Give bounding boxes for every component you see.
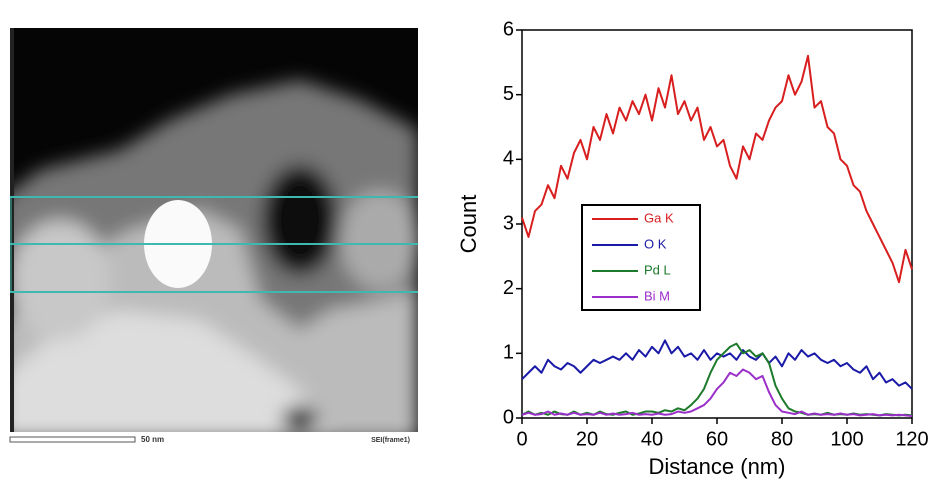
data-line	[521, 368, 913, 418]
y-tick-label: 5	[503, 83, 514, 105]
y-tick-label: 4	[503, 148, 514, 170]
x-tick-label: 20	[576, 428, 598, 450]
y-tick-label: 1	[503, 342, 514, 364]
data-line	[521, 339, 913, 390]
legend-label: O K	[644, 236, 667, 251]
x-tick-label: 0	[516, 428, 527, 450]
y-tick-label: 6	[503, 18, 514, 40]
y-tick-label: 3	[503, 212, 514, 234]
y-axis-label: Count	[456, 195, 481, 254]
legend-label: Pd L	[644, 262, 671, 277]
y-tick-label: 2	[503, 277, 514, 299]
x-tick-label: 120	[895, 428, 928, 450]
x-axis-label: Distance (nm)	[649, 454, 786, 479]
legend-label: Bi M	[644, 288, 670, 303]
image-caption: SEI(frame1)	[371, 437, 410, 444]
x-tick-label: 60	[706, 428, 728, 450]
line-chart: 0 20 40 60 80 100 120 0 1 2 3 4 5 6 Distance (nm) Count…	[456, 18, 929, 479]
scan-lines	[10, 196, 418, 293]
x-tick-label: 100	[830, 428, 863, 450]
scale-label: 50 nm	[141, 435, 164, 444]
data-line	[521, 54, 913, 284]
stem-image	[10, 28, 418, 432]
x-tick-label: 80	[771, 428, 793, 450]
legend-label: Ga K	[644, 210, 674, 225]
scale-bar	[9, 436, 136, 443]
legend-box	[581, 204, 701, 311]
y-tick-label: 0	[503, 406, 514, 428]
x-tick-label: 40	[641, 428, 663, 450]
